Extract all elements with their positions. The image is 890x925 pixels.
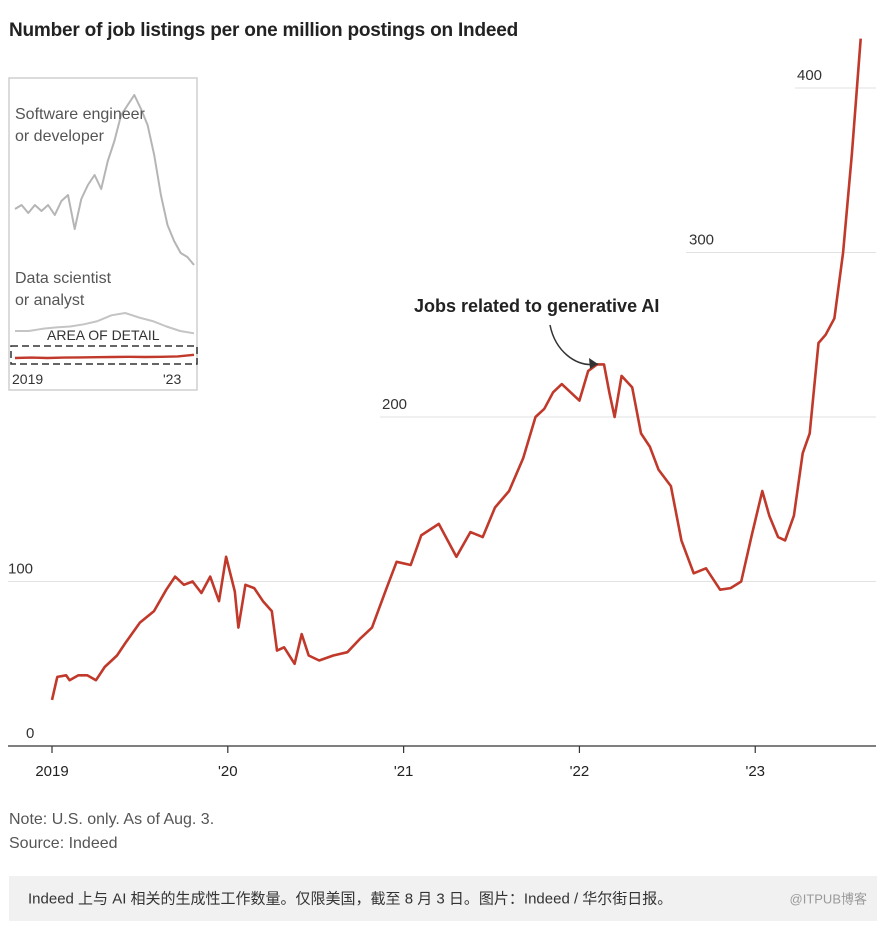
- inset-label-data-1: Data scientist: [15, 270, 112, 287]
- x-tick-label: '20: [218, 763, 238, 780]
- x-tick-label: '23: [745, 763, 765, 780]
- caption-bar: Indeed 上与 AI 相关的生成性工作数量。仅限美国，截至 8 月 3 日。…: [9, 876, 877, 921]
- caption-text: Indeed 上与 AI 相关的生成性工作数量。仅限美国，截至 8 月 3 日。…: [28, 890, 673, 908]
- inset-area-of-detail-label: AREA OF DETAIL: [47, 327, 160, 343]
- inset-label-software-2: or developer: [15, 128, 105, 145]
- source-line: Source: Indeed: [9, 835, 118, 852]
- y-tick-label: 300: [689, 232, 714, 249]
- annotation-layer: Jobs related to generative AI: [414, 296, 659, 369]
- y-tick-label: 200: [382, 396, 407, 413]
- y-tick-label: 0: [26, 725, 34, 742]
- inset-chart: Software engineer or developer Data scient…: [8, 77, 198, 391]
- inset-x-label-start: 2019: [12, 371, 43, 387]
- inset-line-data-scientist: [15, 312, 195, 335]
- inset-label-data-2: or analyst: [15, 292, 85, 309]
- inset-line-software: [14, 94, 195, 266]
- x-tick-label: '22: [570, 763, 590, 780]
- annotation-arrowhead: [589, 358, 598, 369]
- x-axis: 2019 '20 '21 '22 '23: [8, 745, 876, 780]
- inset-detail-box: [10, 345, 198, 365]
- note-line: Note: U.S. only. As of Aug. 3.: [9, 811, 215, 828]
- y-tick-label: 100: [8, 561, 33, 578]
- inset-line-generative-ai: [14, 353, 195, 360]
- inset-label-software-1: Software engineer: [15, 106, 146, 123]
- watermark: @ITPUB博客: [789, 891, 867, 907]
- inset-x-label-end: '23: [163, 371, 181, 387]
- x-tick-label: '21: [394, 763, 414, 780]
- inset-frame: [8, 77, 198, 391]
- note-block: Note: U.S. only. As of Aug. 3. Source: I…: [9, 808, 214, 856]
- x-tick-label: 2019: [35, 763, 68, 780]
- annotation-arrow: [549, 324, 599, 366]
- y-tick-labels: 0 100 200 300 400: [8, 67, 822, 742]
- y-tick-label: 400: [797, 67, 822, 84]
- series-layer: [50, 38, 862, 701]
- annotation-label: Jobs related to generative AI: [414, 296, 659, 316]
- chart-title: Number of job listings per one million p…: [9, 20, 519, 41]
